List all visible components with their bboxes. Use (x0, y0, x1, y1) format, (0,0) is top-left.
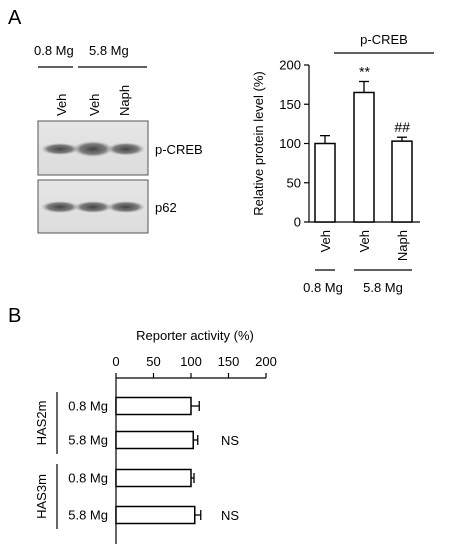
y-tick-label: 100 (279, 136, 301, 151)
panel-b-letter: B (8, 305, 21, 327)
bar (115, 396, 192, 416)
bar (314, 142, 336, 223)
y-tick-label: 5.8 Mg (68, 433, 108, 448)
band (41, 143, 79, 155)
blot-group-low-label: 0.8 Mg (34, 43, 74, 58)
group-label: HAS2m (34, 401, 49, 446)
band (41, 201, 79, 213)
bar (391, 140, 413, 223)
significance-label: NS (221, 433, 239, 448)
blot-lane-label: Naph (117, 85, 132, 116)
y-axis-label: Relative protein level (%) (251, 71, 266, 216)
bar (115, 430, 194, 450)
group-label: HAS3m (34, 474, 49, 519)
y-tick-label: 0 (294, 215, 301, 230)
x-tick-label: 150 (218, 354, 240, 369)
x-tick-label: 100 (180, 354, 202, 369)
band (107, 142, 145, 156)
band (107, 201, 145, 213)
group-label: 0.8 Mg (303, 280, 343, 295)
blot-row-label: p62 (155, 200, 177, 215)
y-tick-label: 50 (287, 175, 301, 190)
x-tick-label: Veh (357, 230, 372, 252)
x-tick-label: Veh (318, 230, 333, 252)
chart-title: Reporter activity (%) (136, 328, 254, 343)
band (73, 141, 113, 157)
band (74, 201, 112, 213)
y-tick-label: 200 (279, 58, 301, 73)
blot-row-label: p-CREB (155, 142, 203, 157)
group-label: 5.8 Mg (363, 280, 403, 295)
y-tick-label: 0.8 Mg (68, 471, 108, 486)
x-tick-label: 200 (255, 354, 277, 369)
bar (115, 505, 196, 525)
blot-lane-label: Veh (54, 94, 69, 116)
reporter-activity-chart: Reporter activity (%) 0 50 100 150 200 0.8 Mg 5… (34, 328, 277, 544)
blot-group-high-label: 5.8 Mg (89, 43, 129, 58)
protein-level-chart: p-CREB 0 50 100 150 200 Relative protein level… (251, 32, 434, 295)
significance-label: NS (221, 508, 239, 523)
chart-title: p-CREB (360, 32, 408, 47)
western-blot: 0.8 Mg 5.8 Mg Veh Veh Naph p-CREB p62 (34, 43, 203, 234)
y-tick-label: 5.8 Mg (68, 508, 108, 523)
x-tick-label: 50 (146, 354, 160, 369)
x-tick-label: Naph (395, 230, 410, 261)
panel-a-letter: A (8, 7, 22, 29)
bar (115, 468, 192, 488)
x-tick-label: 0 (112, 354, 119, 369)
y-tick-label: 150 (279, 97, 301, 112)
bar (353, 91, 375, 223)
significance-label: ## (394, 119, 410, 135)
blot-lane-label: Veh (87, 94, 102, 116)
significance-label: ** (359, 63, 370, 79)
y-tick-label: 0.8 Mg (68, 399, 108, 414)
